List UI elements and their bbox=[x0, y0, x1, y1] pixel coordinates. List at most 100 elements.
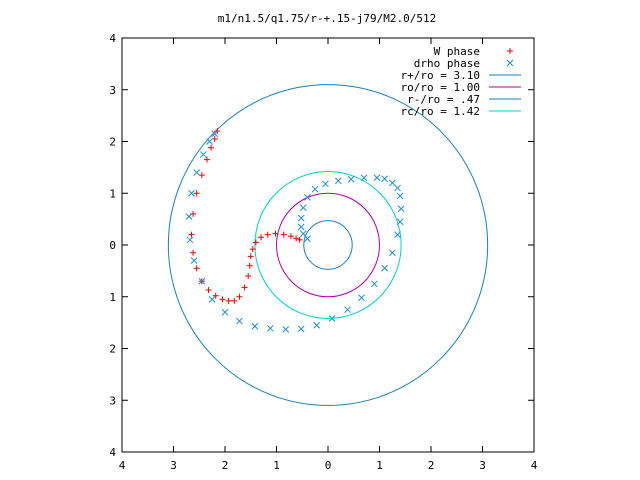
circle-series bbox=[276, 192, 380, 298]
drho-phase-point bbox=[206, 138, 213, 145]
w-phase-point bbox=[188, 231, 195, 238]
circle-series bbox=[254, 171, 402, 319]
drho-phase-point bbox=[299, 204, 307, 212]
x-tick-label: 2 bbox=[222, 459, 229, 472]
w-phase-point bbox=[205, 287, 212, 294]
x-tick-label: 0 bbox=[325, 459, 332, 472]
legend-label: ro/ro = 1.00 bbox=[401, 81, 480, 94]
y-tick-label: 2 bbox=[109, 343, 116, 356]
y-tick-label: 3 bbox=[109, 84, 116, 97]
drho-phase-point bbox=[251, 322, 259, 330]
drho-phase-point bbox=[394, 231, 401, 239]
drho-phase-point bbox=[360, 174, 368, 182]
drho-phase-point bbox=[344, 306, 351, 314]
drho-phase-point bbox=[297, 214, 305, 222]
drho-phase-point bbox=[370, 280, 378, 288]
legend-label: r-/ro = .47 bbox=[407, 93, 480, 106]
drho-phase-point bbox=[396, 192, 404, 200]
drho-phase-point bbox=[266, 324, 274, 332]
drho-phase-point bbox=[208, 295, 216, 303]
w-phase-point bbox=[190, 249, 197, 256]
drho-phase-point bbox=[389, 249, 396, 257]
w-phase-point bbox=[264, 231, 271, 238]
circle-series bbox=[167, 84, 489, 406]
drho-phase-point bbox=[185, 213, 193, 220]
w-phase-point bbox=[219, 296, 226, 303]
drho-phase-point bbox=[297, 223, 305, 231]
legend-marker bbox=[506, 59, 514, 67]
drho-phase-point bbox=[313, 321, 321, 329]
w-phase-point bbox=[249, 246, 256, 253]
y-tick-label: 1 bbox=[109, 187, 116, 200]
x-tick-label: 1 bbox=[273, 459, 280, 472]
x-tick-label: 3 bbox=[170, 459, 177, 472]
drho-phase-point bbox=[358, 294, 365, 302]
w-phase-point bbox=[280, 231, 287, 238]
w-phase-point bbox=[231, 297, 238, 304]
chart-title: m1/n1.5/q1.75/r-+.15-j79/M2.0/512 bbox=[218, 12, 437, 25]
x-tick-label: 4 bbox=[119, 459, 126, 472]
w-phase-point bbox=[296, 236, 303, 243]
w-phase-point bbox=[247, 253, 254, 260]
w-phase-point bbox=[245, 273, 252, 280]
w-phase-point bbox=[236, 293, 243, 300]
drho-phase-point bbox=[211, 130, 219, 138]
w-phase-point bbox=[272, 230, 279, 237]
w-phase-point bbox=[241, 284, 248, 291]
w-phase-point bbox=[212, 292, 219, 299]
w-phase-point bbox=[193, 190, 200, 197]
legend-label: W phase bbox=[434, 45, 480, 58]
x-tick-label: 1 bbox=[376, 459, 383, 472]
legend-label: drho phase bbox=[414, 57, 480, 70]
drho-phase-point bbox=[334, 177, 342, 185]
y-tick-label: 1 bbox=[109, 291, 116, 304]
drho-phase-point bbox=[282, 325, 290, 333]
drho-phase-point bbox=[396, 218, 404, 226]
drho-phase-point bbox=[394, 184, 401, 192]
w-phase-point bbox=[246, 262, 253, 269]
w-phase-point bbox=[258, 234, 265, 241]
drho-phase-point bbox=[299, 230, 307, 237]
y-tick-label: 2 bbox=[109, 136, 116, 149]
x-tick-label: 3 bbox=[479, 459, 486, 472]
w-phase-point bbox=[225, 297, 232, 304]
markers bbox=[185, 128, 405, 333]
w-phase-point bbox=[293, 235, 300, 242]
w-phase-point bbox=[203, 156, 210, 163]
drho-phase-point bbox=[381, 264, 389, 272]
x-tick-label: 4 bbox=[531, 459, 538, 472]
drho-phase-point bbox=[328, 315, 336, 322]
drho-phase-point bbox=[198, 277, 206, 285]
drho-phase-point bbox=[347, 175, 355, 183]
legend-label: rc/ro = 1.42 bbox=[401, 105, 480, 118]
y-tick-label: 4 bbox=[109, 32, 116, 45]
drho-phase-point bbox=[373, 174, 381, 182]
drho-phase-point bbox=[188, 189, 195, 197]
y-tick-label: 4 bbox=[109, 446, 116, 459]
drho-phase-point bbox=[236, 317, 243, 325]
legend-marker bbox=[507, 48, 513, 54]
w-phase-point bbox=[252, 239, 259, 246]
drho-phase-point bbox=[193, 169, 201, 176]
y-tick-label: 3 bbox=[109, 394, 116, 407]
circles bbox=[167, 84, 489, 406]
drho-phase-point bbox=[304, 194, 311, 201]
drho-phase-point bbox=[397, 205, 405, 213]
drho-phase-point bbox=[190, 257, 198, 264]
drho-phase-point bbox=[186, 236, 194, 244]
w-phase-point bbox=[193, 265, 200, 272]
y-tick-label: 0 bbox=[109, 239, 116, 252]
w-phase-point bbox=[287, 233, 294, 240]
circle-series bbox=[303, 220, 353, 270]
x-tick-label: 2 bbox=[428, 459, 435, 472]
drho-phase-point bbox=[311, 185, 319, 193]
legend-label: r+/ro = 3.10 bbox=[401, 69, 480, 82]
drho-phase-point bbox=[381, 175, 389, 183]
drho-phase-point bbox=[304, 235, 311, 243]
drho-phase-point bbox=[221, 308, 229, 316]
drho-phase-point bbox=[200, 151, 207, 158]
drho-phase-point bbox=[297, 325, 305, 333]
